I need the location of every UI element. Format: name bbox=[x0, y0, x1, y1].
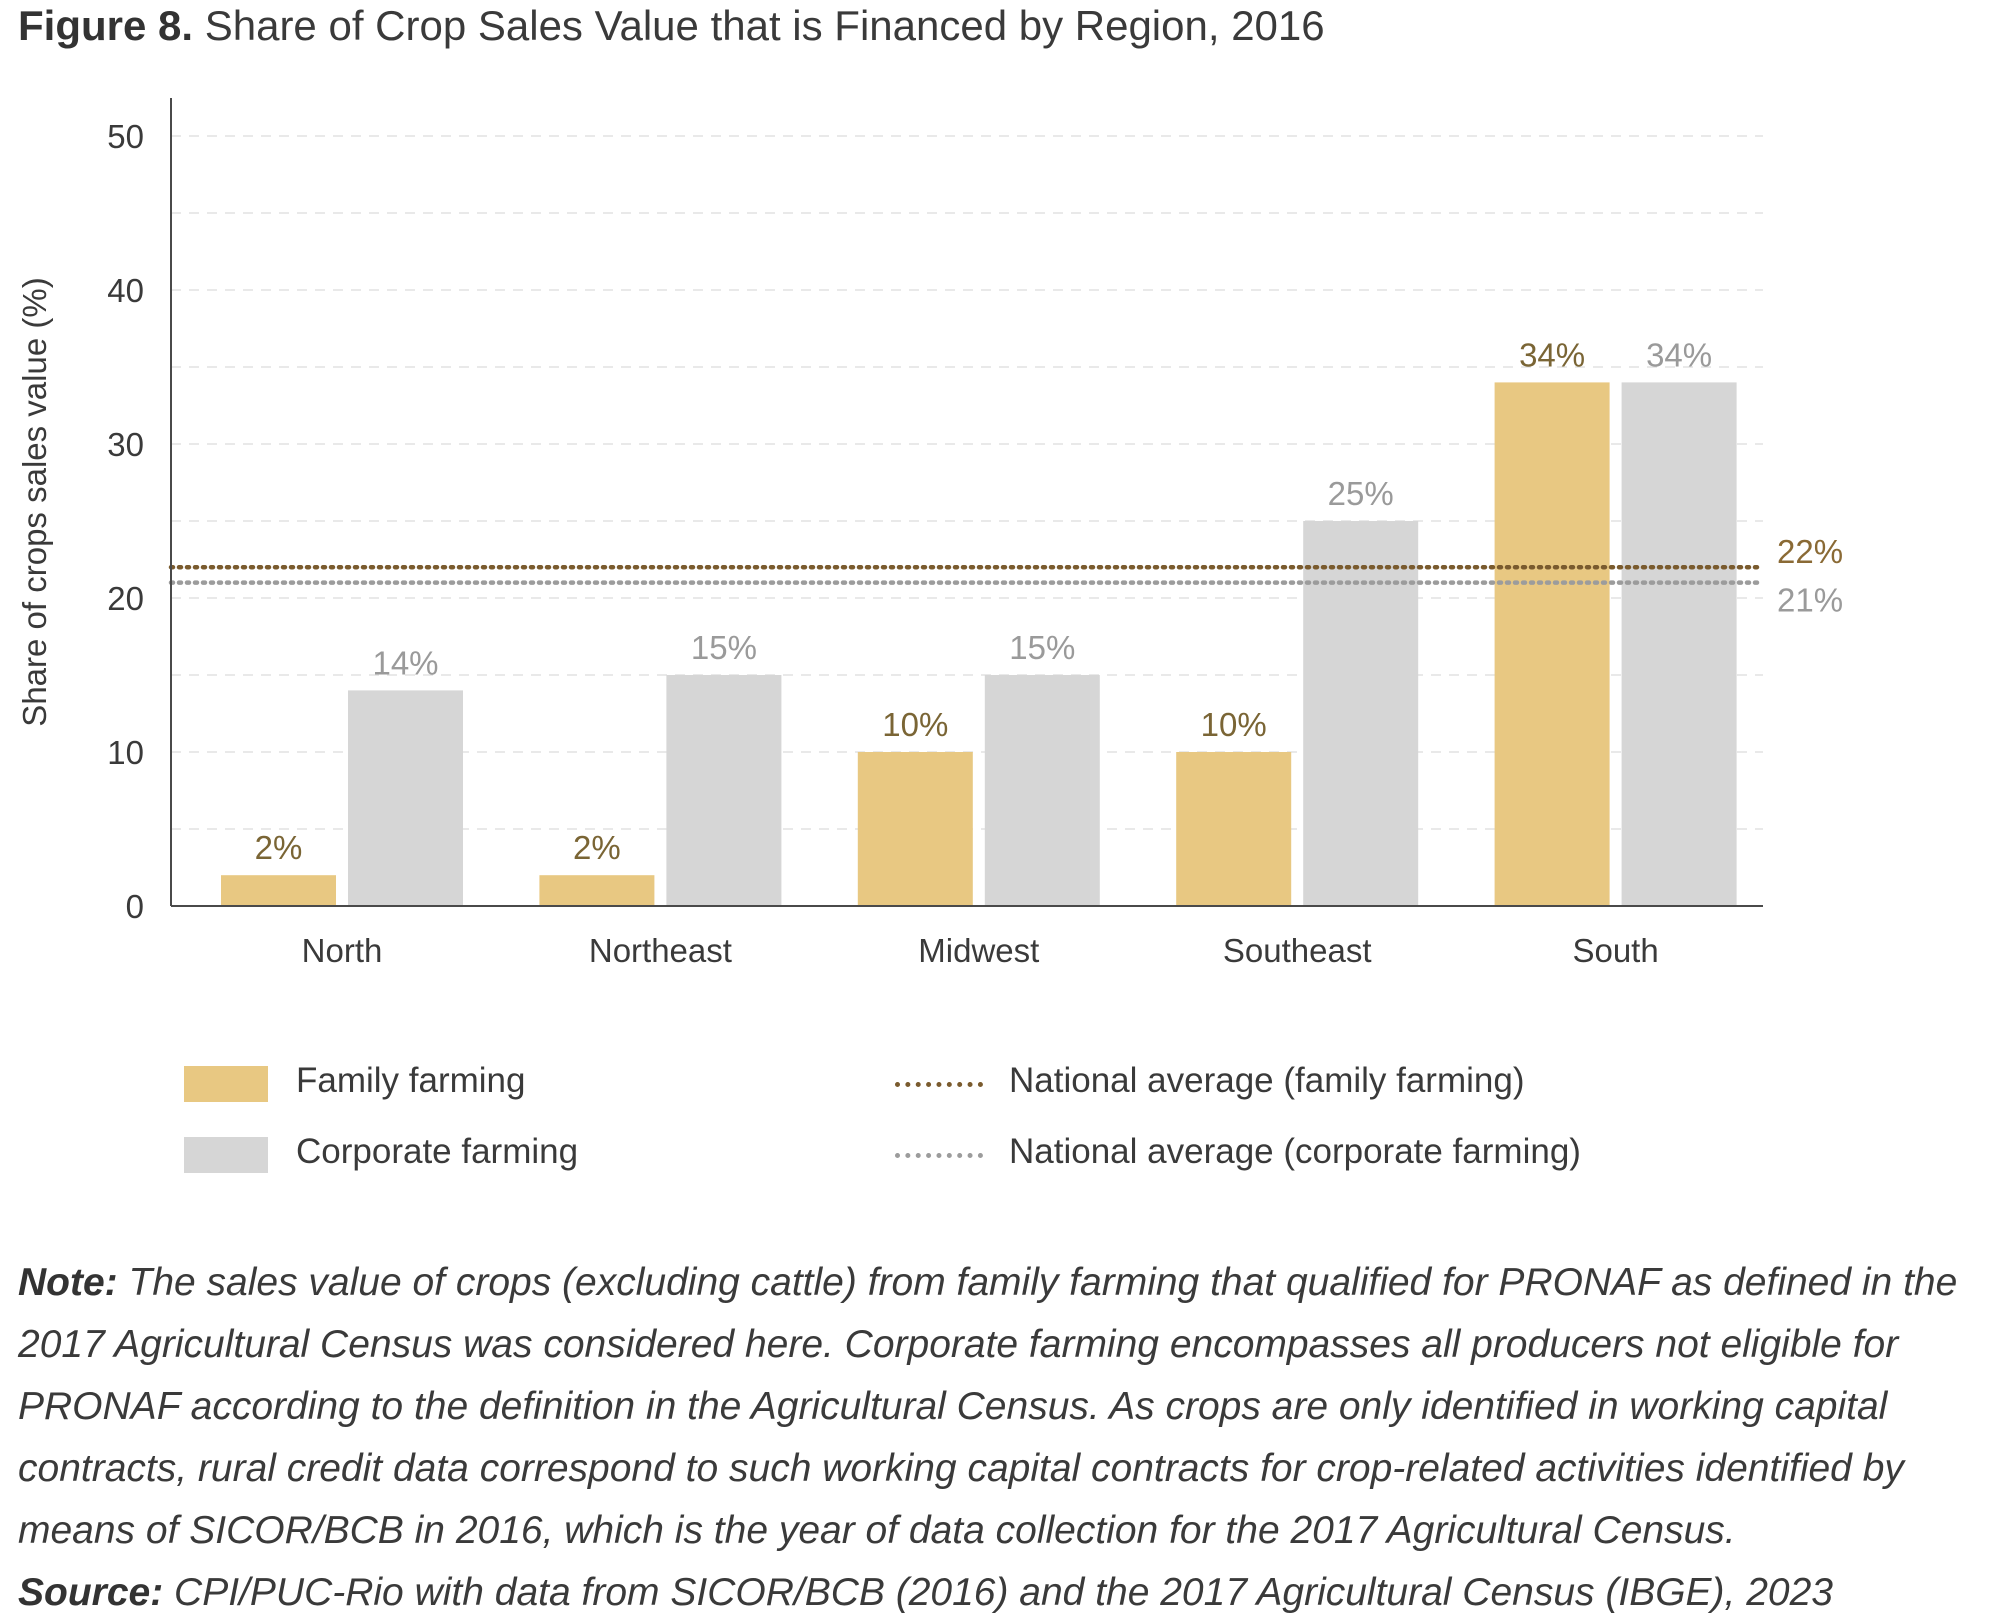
bar-south-family bbox=[1494, 382, 1610, 906]
figure-title: Figure 8. Share of Crop Sales Value that… bbox=[18, 2, 1325, 50]
x-tick-label: North bbox=[302, 932, 383, 969]
bar-north-corporate bbox=[348, 690, 463, 906]
bar-value-label: 25% bbox=[1328, 475, 1394, 512]
legend-label-corporate: Corporate farming bbox=[296, 1132, 579, 1171]
y-tick-label: 20 bbox=[107, 580, 144, 617]
y-axis-label: Share of crops sales value (%) bbox=[16, 277, 53, 726]
bar-northeast-corporate bbox=[666, 675, 782, 906]
bar-value-label: 2% bbox=[255, 829, 303, 866]
bar-value-label: 10% bbox=[1201, 706, 1267, 743]
source-label: Source: bbox=[18, 1571, 164, 1614]
reference-line-label: 22% bbox=[1777, 533, 1843, 570]
bar-south-corporate bbox=[1621, 382, 1737, 906]
x-axis-labels: North Northeast Midwest Southeast South bbox=[302, 932, 1659, 969]
y-tick-label: 30 bbox=[107, 426, 144, 463]
bar-value-label: 14% bbox=[372, 644, 438, 681]
figure-number: Figure 8. bbox=[18, 2, 194, 49]
bar-value-label: 15% bbox=[691, 629, 757, 666]
bar-midwest-family bbox=[857, 752, 973, 906]
bar-chart: 0 10 20 30 40 50 2% 14% 2% 15% 10% 15% 10% 25% 34% 34%… bbox=[16, 98, 1843, 969]
bar-value-label: 34% bbox=[1646, 336, 1712, 373]
x-tick-label: South bbox=[1572, 932, 1658, 969]
note-paragraph: Note: The sales value of crops (excludin… bbox=[18, 1252, 2003, 1562]
legend-label-family: Family farming bbox=[296, 1061, 526, 1100]
y-tick-label: 50 bbox=[107, 118, 144, 155]
bar-value-label: 2% bbox=[573, 829, 621, 866]
y-tick-label: 40 bbox=[107, 272, 144, 309]
note-label: Note: bbox=[18, 1261, 118, 1304]
bar-value-label: 15% bbox=[1009, 629, 1075, 666]
bar-northeast-family bbox=[539, 875, 655, 906]
reference-lines: 22%21% bbox=[168, 533, 1843, 619]
x-tick-label: Northeast bbox=[589, 932, 732, 969]
bar-value-label: 34% bbox=[1519, 336, 1585, 373]
source-paragraph: Source: CPI/PUC-Rio with data from SICOR… bbox=[18, 1562, 2003, 1624]
figure-title-text: Share of Crop Sales Value that is Financ… bbox=[204, 2, 1325, 49]
bar-southeast-corporate bbox=[1303, 521, 1419, 906]
x-tick-label: Midwest bbox=[918, 932, 1039, 969]
legend-label-corporate-average: National average (corporate farming) bbox=[1009, 1132, 1581, 1171]
legend-line-corporate-average bbox=[895, 1153, 983, 1158]
bar-value-label: 10% bbox=[882, 706, 948, 743]
source-text: CPI/PUC-Rio with data from SICOR/BCB (20… bbox=[174, 1571, 1833, 1614]
bars bbox=[221, 382, 1737, 906]
legend-swatch-family bbox=[184, 1066, 268, 1102]
note-text: The sales value of crops (excluding catt… bbox=[18, 1261, 1958, 1552]
y-tick-label: 0 bbox=[126, 888, 144, 925]
legend-swatch-corporate bbox=[184, 1137, 268, 1173]
reference-line-label: 21% bbox=[1777, 582, 1843, 619]
y-axis-ticks: 0 10 20 30 40 50 bbox=[107, 118, 144, 925]
y-tick-label: 10 bbox=[107, 734, 144, 771]
bar-value-labels: 2% 14% 2% 15% 10% 15% 10% 25% 34% 34% bbox=[255, 336, 1712, 866]
x-tick-label: Southeast bbox=[1223, 932, 1372, 969]
figure-notes: Note: The sales value of crops (excludin… bbox=[18, 1252, 2003, 1624]
bar-midwest-corporate bbox=[984, 675, 1100, 906]
bar-southeast-family bbox=[1176, 752, 1292, 906]
legend-label-family-average: National average (family farming) bbox=[1009, 1061, 1525, 1100]
bar-north-family bbox=[221, 875, 336, 906]
legend-line-family-average bbox=[895, 1082, 983, 1087]
